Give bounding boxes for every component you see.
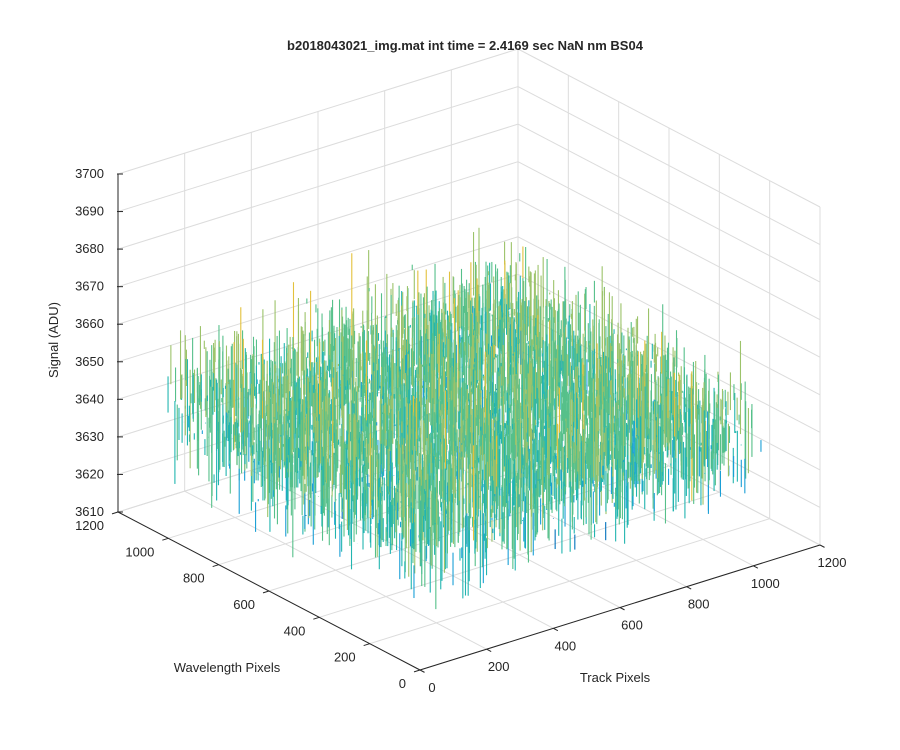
x-tick-mark [486,648,492,652]
z-tick-labels: 3610 3620 3630 3640 3650 3660 3670 3680 3690 3700 [75,166,123,519]
x-tick-mark [619,607,625,611]
y-tick-label: 600 [233,597,255,612]
z-axis-label: Signal (ADU) [46,302,61,378]
y-tick-label: 1000 [125,544,154,559]
wall-grid-line [517,236,821,396]
wall-grid-line [517,123,821,283]
x-tick-label: 200 [488,659,510,674]
x-tick-mark [686,586,692,590]
wall-grid-line [517,198,821,358]
y-tick-labels: 0 200 400 600 800 1000 1200 [75,511,421,691]
x-tick-label: 600 [621,618,643,633]
x-tick-mark [553,627,559,632]
y-tick-mark [363,643,370,647]
x-tick-mark [753,565,759,569]
y-tick-mark [262,590,270,594]
wall-grid-line [517,48,821,208]
wall-grid-line [117,86,519,213]
z-tick-label: 3690 [75,204,104,219]
y-tick-label: 1200 [75,518,104,533]
z-tick-label: 3700 [75,166,104,181]
z-tick-label: 3670 [75,279,104,294]
z-tick-label: 3630 [75,429,104,444]
signal-surface [167,227,762,610]
z-tick-label: 3640 [75,391,104,406]
x-tick-label: 400 [554,638,576,653]
y-tick-mark [162,537,169,541]
y-tick-label: 800 [183,571,205,586]
y-tick-label: 400 [284,623,306,638]
y-tick-label: 0 [399,676,406,691]
y-axis-label: Wavelength Pixels [174,660,281,675]
y-tick-mark [413,669,421,673]
z-tick-label: 3610 [75,504,104,519]
z-tick-label: 3660 [75,316,104,331]
x-tick-mark [419,669,425,673]
wall-grid-line [117,123,519,250]
chart-title: b2018043021_img.mat int time = 2.4169 se… [287,38,644,53]
z-tick-label: 3620 [75,466,104,481]
x-tick-label: 0 [428,680,435,695]
wall-grid-line [117,161,519,288]
x-axis-label: Track Pixels [580,670,651,685]
floor-grid-line [319,491,720,618]
wall-grid-line [117,236,519,363]
wall-grid-line [517,161,821,321]
floor-grid-line [369,518,770,645]
x-tick-mark [819,544,825,548]
z-tick-label: 3680 [75,241,104,256]
x-tick-label: 1200 [818,555,847,570]
z-tick-label: 3650 [75,354,104,369]
y-tick-label: 200 [334,650,356,665]
wall-grid-line [117,48,519,175]
y-tick-mark [313,616,320,620]
x-tick-label: 800 [688,597,710,612]
y-tick-mark [212,564,219,568]
wall-grid-line [517,86,821,245]
x-tick-labels: 0 200 400 600 800 1000 1200 [419,544,847,695]
wall-grid-line [117,198,519,325]
x-tick-label: 1000 [751,576,780,591]
y-tick-mark [111,511,119,515]
